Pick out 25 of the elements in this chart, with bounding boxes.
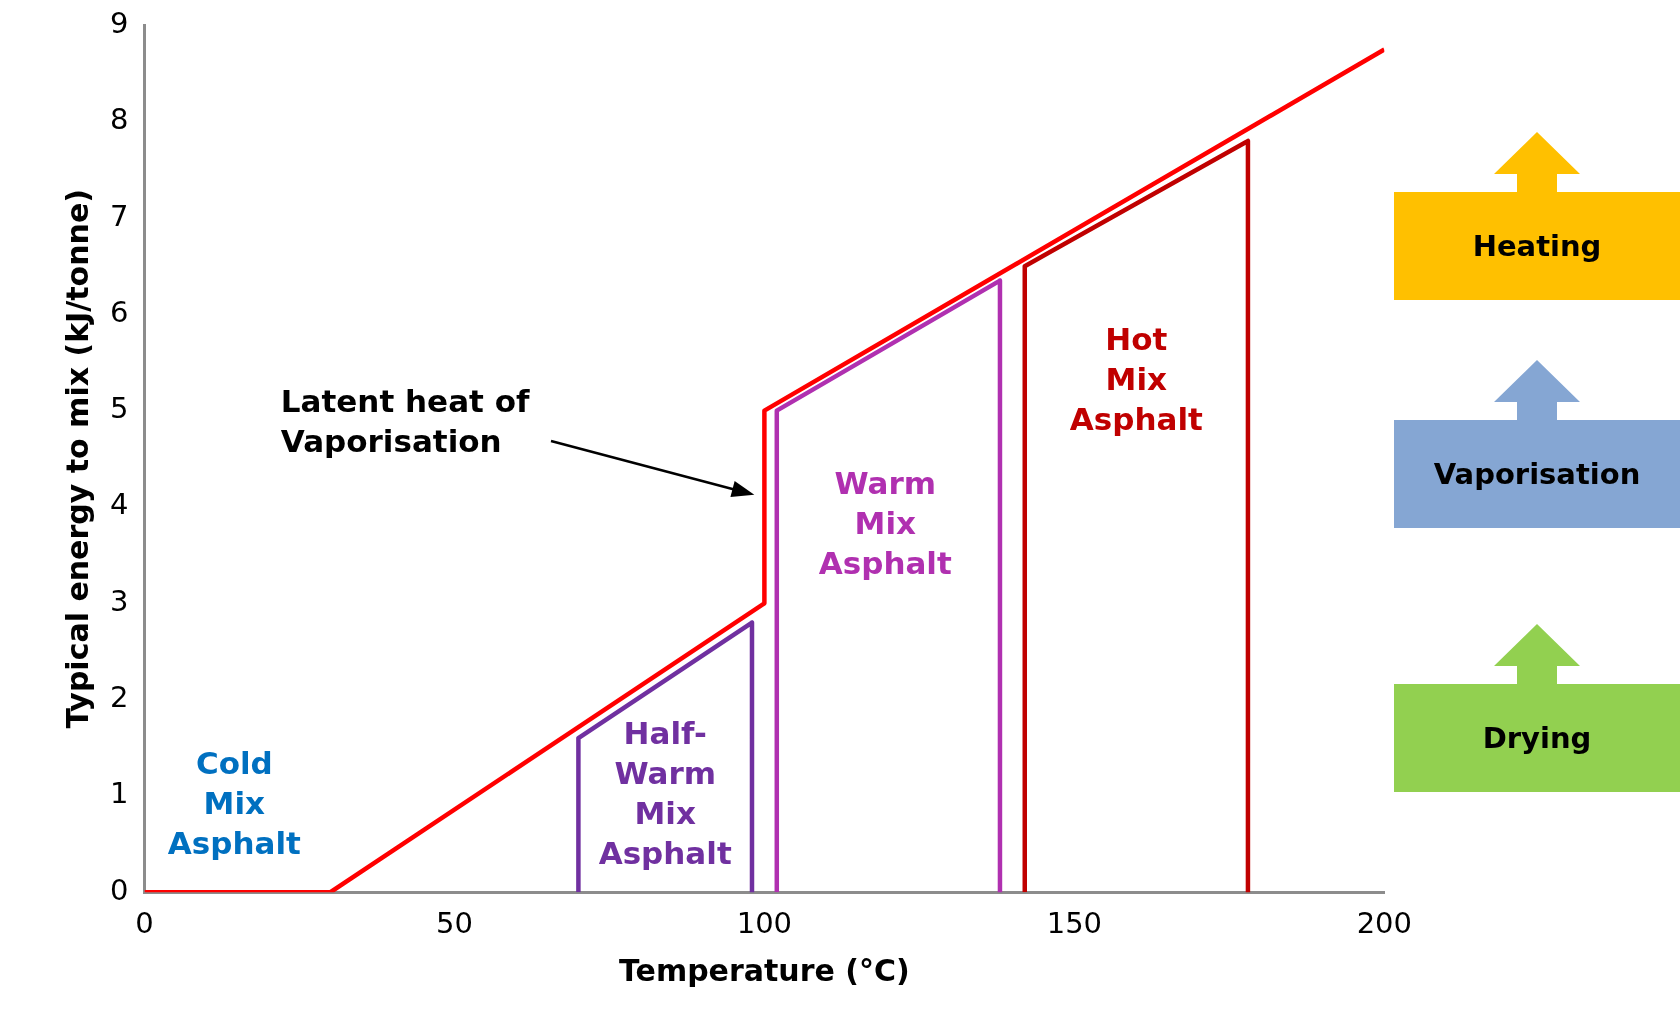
y-tick-label: 2 [110, 680, 129, 715]
annotation: Half- Warm Mix Asphalt [598, 715, 732, 872]
annotation: Cold Mix Asphalt [167, 744, 302, 861]
annotation: Latent heat of Vaporisation [280, 383, 530, 460]
x-tick-label: 0 [135, 906, 154, 941]
y-tick-label: 4 [110, 487, 129, 522]
x-tick-label: 50 [435, 906, 473, 941]
y-tick-label: 9 [110, 5, 129, 40]
x-tick-label: 100 [736, 906, 793, 941]
y-tick-label: 8 [110, 102, 129, 137]
y-tick-label: 1 [110, 776, 129, 811]
text: Vaporisation [1394, 420, 1680, 528]
y-tick-label: 3 [110, 583, 129, 618]
y-tick-label: 5 [110, 391, 129, 426]
annotation: Warm Mix Asphalt [818, 465, 952, 582]
y-tick-label: 6 [110, 294, 129, 329]
text: Drying [1394, 684, 1680, 792]
text: Heating [1394, 192, 1680, 300]
y-tick-label: 7 [110, 198, 129, 233]
y-axis-title: Typical energy to mix (kJ/tonne) [59, 189, 95, 729]
y-tick-label: 0 [110, 872, 129, 907]
annotation: Hot Mix Asphalt [1069, 320, 1204, 437]
x-tick-label: 150 [1046, 906, 1103, 941]
x-axis-title: Temperature (°C) [619, 952, 910, 988]
x-tick-label: 200 [1356, 906, 1412, 941]
